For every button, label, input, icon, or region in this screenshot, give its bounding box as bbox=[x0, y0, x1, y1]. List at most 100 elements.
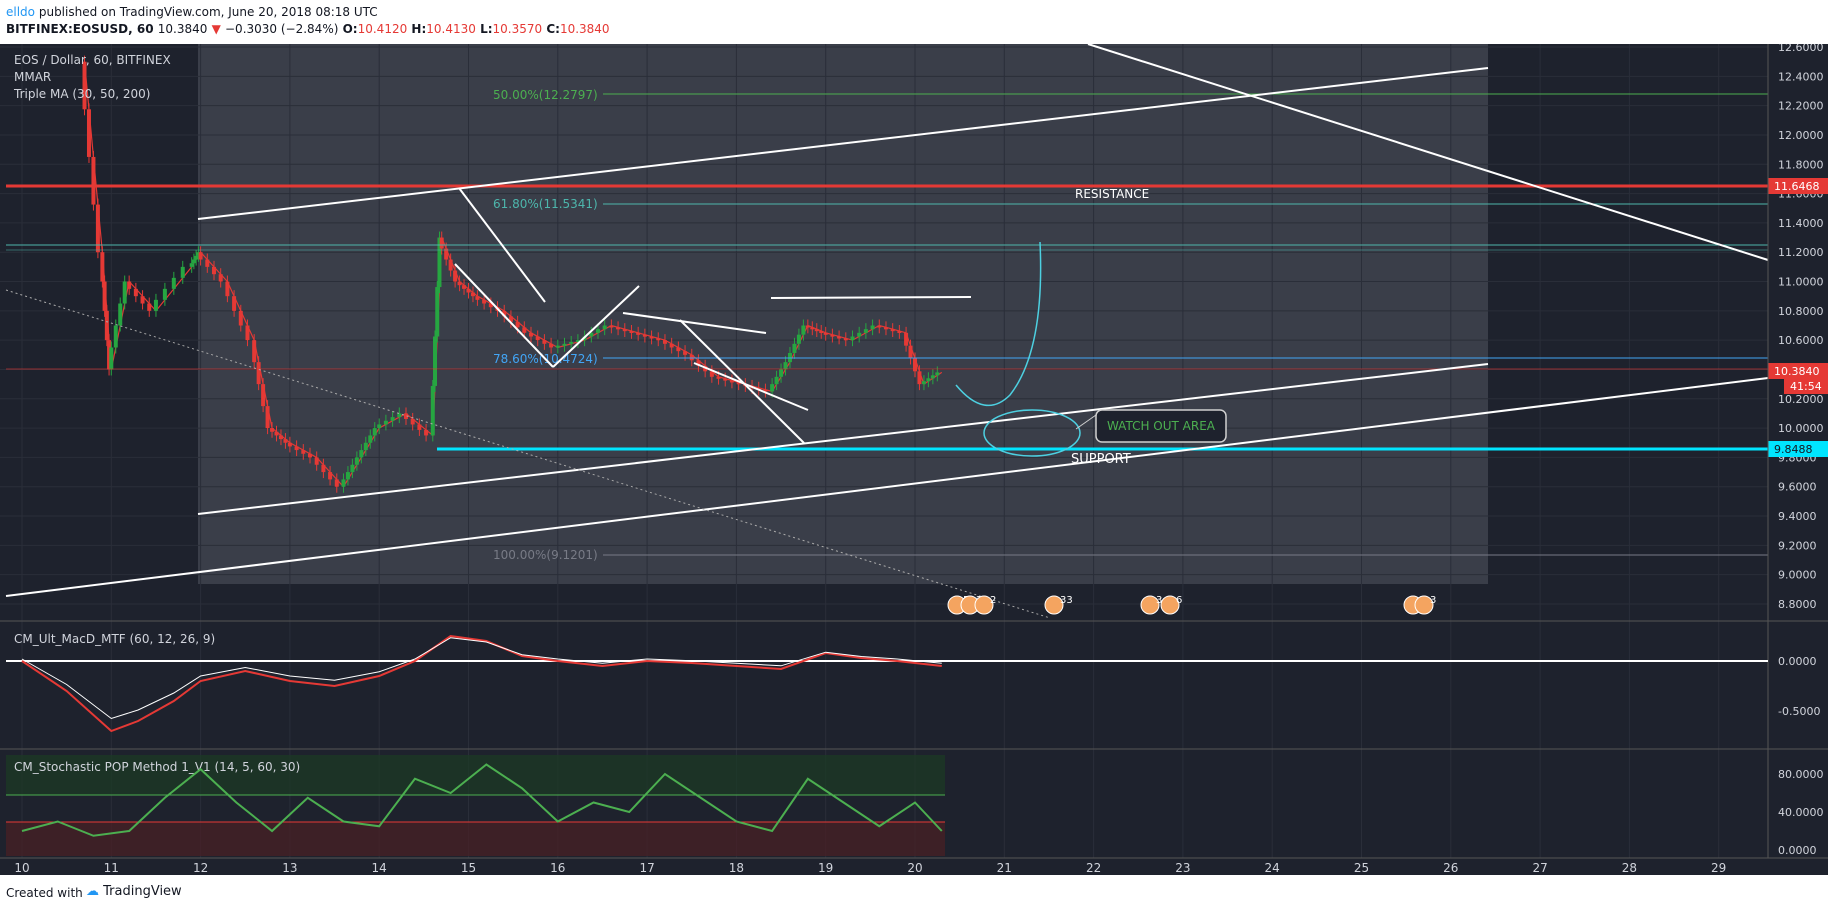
candle-body bbox=[642, 334, 647, 337]
last-price-badge bbox=[1768, 363, 1828, 379]
symbol-label: BITFINEX:EOSUSD, 60 bbox=[6, 22, 154, 36]
candle-body bbox=[669, 343, 674, 348]
price-change: −0.3030 (−2.84%) bbox=[225, 22, 339, 36]
macd-lines: 0.0000 -0.5000 bbox=[21, 634, 1820, 733]
candle-body bbox=[921, 381, 926, 385]
countdown-text: 41:54 bbox=[1790, 380, 1822, 393]
candle-body bbox=[417, 424, 422, 430]
candle-body bbox=[314, 457, 319, 465]
candle-body bbox=[488, 303, 493, 308]
candle-body bbox=[265, 406, 270, 429]
economic-events[interactable]: 522333633 bbox=[947, 595, 1436, 615]
candle-body bbox=[162, 288, 167, 300]
price-tick-label: 10.8000 bbox=[1778, 305, 1824, 318]
flag-icon[interactable] bbox=[1414, 595, 1434, 615]
candle-body bbox=[448, 259, 453, 271]
footer-created: Created with bbox=[6, 886, 83, 900]
stoch-tick-label: 80.0000 bbox=[1778, 768, 1824, 781]
time-tick-label: 18 bbox=[729, 861, 744, 875]
candle-body bbox=[354, 457, 359, 465]
candle-body bbox=[736, 382, 741, 385]
watch-out-box bbox=[1095, 409, 1227, 443]
brand-label: TradingView bbox=[103, 884, 182, 899]
candle-body bbox=[294, 446, 299, 451]
candle-body bbox=[649, 336, 654, 339]
macd-line bbox=[21, 634, 942, 733]
price-tick-label: 10.2000 bbox=[1778, 393, 1824, 406]
event-badge-count: 3 bbox=[1156, 595, 1162, 606]
watch-area-ellipse bbox=[983, 409, 1081, 457]
candle-body bbox=[877, 325, 882, 328]
candle-body bbox=[118, 303, 123, 326]
countdown-badge bbox=[1784, 379, 1828, 394]
candle-body bbox=[86, 109, 91, 157]
candle-body bbox=[189, 263, 194, 267]
candle-body bbox=[350, 464, 355, 473]
flag-line-1 bbox=[458, 187, 546, 303]
fib-50-label: 50.00%(12.2797) bbox=[493, 88, 598, 102]
candle-body bbox=[383, 420, 388, 425]
candle-body bbox=[462, 285, 467, 289]
candle-body bbox=[424, 429, 429, 436]
flag-icon[interactable] bbox=[974, 595, 994, 615]
candle-body bbox=[466, 288, 471, 293]
candle-body bbox=[589, 332, 594, 337]
author-link[interactable]: elldo bbox=[6, 5, 36, 19]
descending-trendline[interactable] bbox=[1087, 43, 1769, 261]
candle-body bbox=[256, 362, 261, 385]
candle-body bbox=[377, 424, 382, 429]
candle-body bbox=[127, 281, 132, 289]
candle-body bbox=[133, 288, 138, 297]
candle-body bbox=[444, 248, 449, 260]
flag-icon[interactable] bbox=[1160, 595, 1180, 615]
stoch-tick-label: 40.0000 bbox=[1778, 806, 1824, 819]
legend-title: EOS / Dollar, 60, BITFINEX bbox=[14, 53, 171, 67]
long-support-trendline[interactable] bbox=[5, 377, 1769, 597]
flag-icon[interactable] bbox=[1140, 595, 1160, 615]
last-price: 10.3840 bbox=[157, 22, 208, 36]
candle-body bbox=[278, 435, 283, 440]
candle-body bbox=[890, 329, 895, 332]
footer: Created with ☁ TradingView bbox=[0, 875, 1828, 913]
candle-body bbox=[863, 329, 868, 333]
candle-body bbox=[716, 376, 721, 379]
candle-body bbox=[908, 345, 913, 359]
candle-body bbox=[430, 385, 435, 436]
price-tick-label: 12.0000 bbox=[1778, 129, 1824, 142]
lower-channel-line[interactable] bbox=[197, 363, 1489, 515]
upper-channel-line[interactable] bbox=[197, 67, 1489, 220]
candle-body bbox=[439, 237, 444, 249]
stoch-line bbox=[21, 763, 943, 837]
candle-body bbox=[622, 329, 627, 332]
candle-body bbox=[104, 310, 109, 341]
time-tick-label: 13 bbox=[282, 861, 297, 875]
candle-body bbox=[470, 292, 475, 297]
legend-mmar: MMAR bbox=[14, 70, 51, 84]
candle-body bbox=[301, 450, 306, 454]
candle-body bbox=[180, 266, 185, 278]
resistance-label: RESISTANCE bbox=[1075, 187, 1149, 201]
projected-path bbox=[955, 241, 1042, 407]
candle-body bbox=[410, 418, 415, 425]
time-tick-label: 20 bbox=[907, 861, 922, 875]
tradingview-logo[interactable]: ☁ TradingView bbox=[86, 884, 182, 899]
time-tick-label: 21 bbox=[997, 861, 1012, 875]
flag-icon[interactable] bbox=[1044, 595, 1064, 615]
price-chart-svg[interactable]: 10 11 12 13 14 15 16 17 18 19 20 21 22 23 24 25 26 27 28 29… bbox=[0, 41, 1828, 875]
time-tick-label: 28 bbox=[1622, 861, 1637, 875]
candle-body bbox=[616, 327, 621, 330]
down-arrow-icon: ▼ bbox=[211, 22, 221, 36]
chart-area[interactable]: 10 11 12 13 14 15 16 17 18 19 20 21 22 23 24 25 26 27 28 29… bbox=[0, 41, 1828, 875]
candle-body bbox=[837, 336, 842, 339]
candle-body bbox=[926, 378, 931, 382]
flag-line-6 bbox=[693, 362, 809, 411]
time-tick-label: 22 bbox=[1086, 861, 1101, 875]
candle-body bbox=[359, 450, 364, 458]
candle-body bbox=[602, 325, 607, 330]
flag-line-5 bbox=[679, 319, 805, 444]
candle-body bbox=[403, 413, 408, 419]
publish-date: published on TradingView.com, June 20, 2… bbox=[38, 5, 378, 19]
last-price-text: 10.3840 bbox=[1774, 365, 1820, 378]
fib-100-label: 100.00%(9.1201) bbox=[493, 548, 598, 562]
price-tick-label: 11.8000 bbox=[1778, 158, 1824, 171]
